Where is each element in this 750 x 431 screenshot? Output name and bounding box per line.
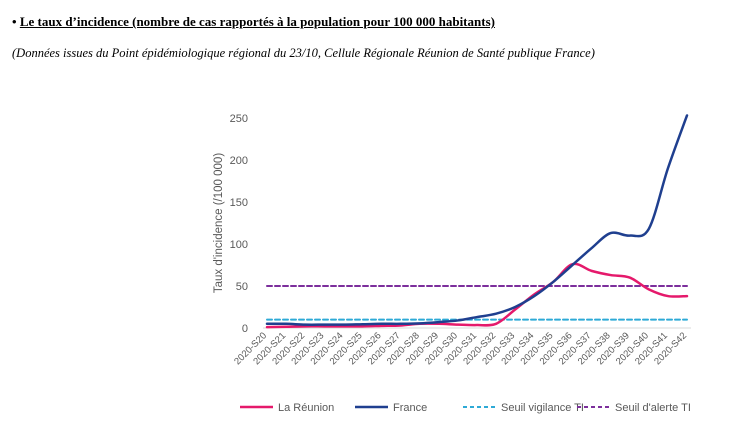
- y-axis-label: Taux d'incidence (/100 000): [213, 153, 225, 293]
- y-tick-label: 150: [230, 197, 248, 209]
- heading-title: Le taux d’incidence (nombre de cas rappo…: [19, 14, 495, 29]
- chart-legend: La Réunion France Seuil vigilance TI Seuil …: [240, 402, 691, 414]
- series-line-la-r-union: [265, 262, 689, 329]
- y-tick-label: 200: [230, 155, 248, 167]
- y-tick-label: 100: [230, 239, 248, 251]
- y-tick-label: 0: [242, 323, 248, 335]
- x-axis: 2020-S202020-S212020-S222020-S232020-S24…: [232, 327, 691, 367]
- series-lines: [265, 114, 689, 329]
- section-heading: • Le taux d’incidence (nombre de cas rap…: [12, 14, 495, 30]
- heading-bullet: •: [12, 14, 17, 29]
- legend-label: Seuil d'alerte TI: [615, 402, 691, 414]
- legend-label: Seuil vigilance TI: [501, 402, 584, 414]
- y-tick-label: 250: [230, 113, 248, 125]
- series-line-france: [265, 114, 689, 326]
- y-axis: 0 50 100 150 200 250 Taux d'incidence (/100 00…: [213, 113, 248, 335]
- y-tick-label: 50: [236, 281, 248, 293]
- legend-label: La Réunion: [278, 402, 334, 414]
- data-source-note: (Données issues du Point épidémiologique…: [12, 46, 595, 60]
- legend-label: France: [393, 402, 427, 414]
